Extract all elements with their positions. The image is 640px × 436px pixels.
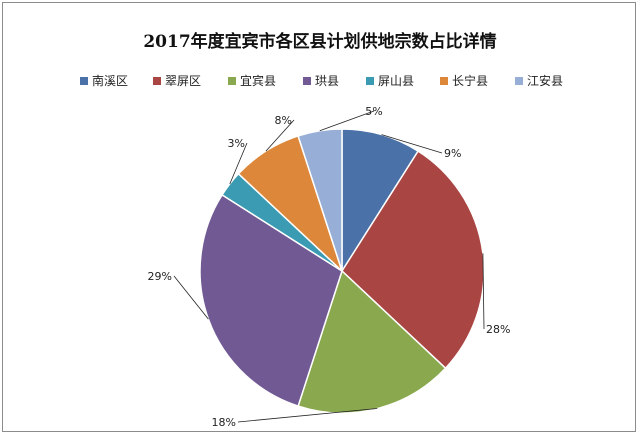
data-label-2: 28% [486,323,510,336]
legend-item: 翠屏区 [153,74,201,88]
legend-swatch [303,77,311,85]
legend-item: 宜宾县 [228,73,276,88]
legend-swatch [80,77,88,85]
data-label-5: 3% [228,137,245,150]
legend-item: 珙县 [303,74,339,88]
legend: 南溪区 翠屏区 宜宾县 珙县 屏山县 长宁县 江安县 [80,73,563,88]
legend-swatch [366,77,374,85]
chart-title: 2017年度宜宾市各区县计划供地宗数占比详情 [143,32,497,52]
legend-label: 屏山县 [378,74,414,88]
leader-lines [173,110,485,423]
legend-item: 南溪区 [80,73,128,88]
data-label-4: 29% [148,270,172,283]
legend-item: 江安县 [515,73,563,88]
leader-line [237,408,378,423]
leader-line [381,134,443,154]
legend-item: 长宁县 [440,73,488,88]
legend-label: 长宁县 [452,73,488,88]
data-label-1: 9% [444,147,461,160]
pie-slices [199,128,485,414]
leader-line [482,253,485,330]
legend-swatch [440,77,448,85]
data-label-3: 18% [212,416,236,429]
legend-swatch [515,77,523,85]
data-label-7: 5% [365,105,382,118]
legend-swatch [228,77,236,85]
leader-line [319,110,375,132]
leader-line [265,119,295,152]
legend-label: 宜宾县 [240,73,276,88]
leader-line [173,275,209,320]
legend-label: 珙县 [315,74,339,88]
legend-swatch [153,77,161,85]
legend-item: 屏山县 [366,74,414,88]
legend-label: 南溪区 [92,73,128,88]
data-labels: 9% 28% 18% 29% 3% 8% 5% [148,105,511,429]
leader-line [229,142,248,185]
pie-slice-7 [297,128,343,272]
pie-slice-4 [199,193,343,407]
legend-label: 翠屏区 [165,74,201,88]
data-label-6: 8% [275,114,292,127]
legend-label: 江安县 [527,73,563,88]
